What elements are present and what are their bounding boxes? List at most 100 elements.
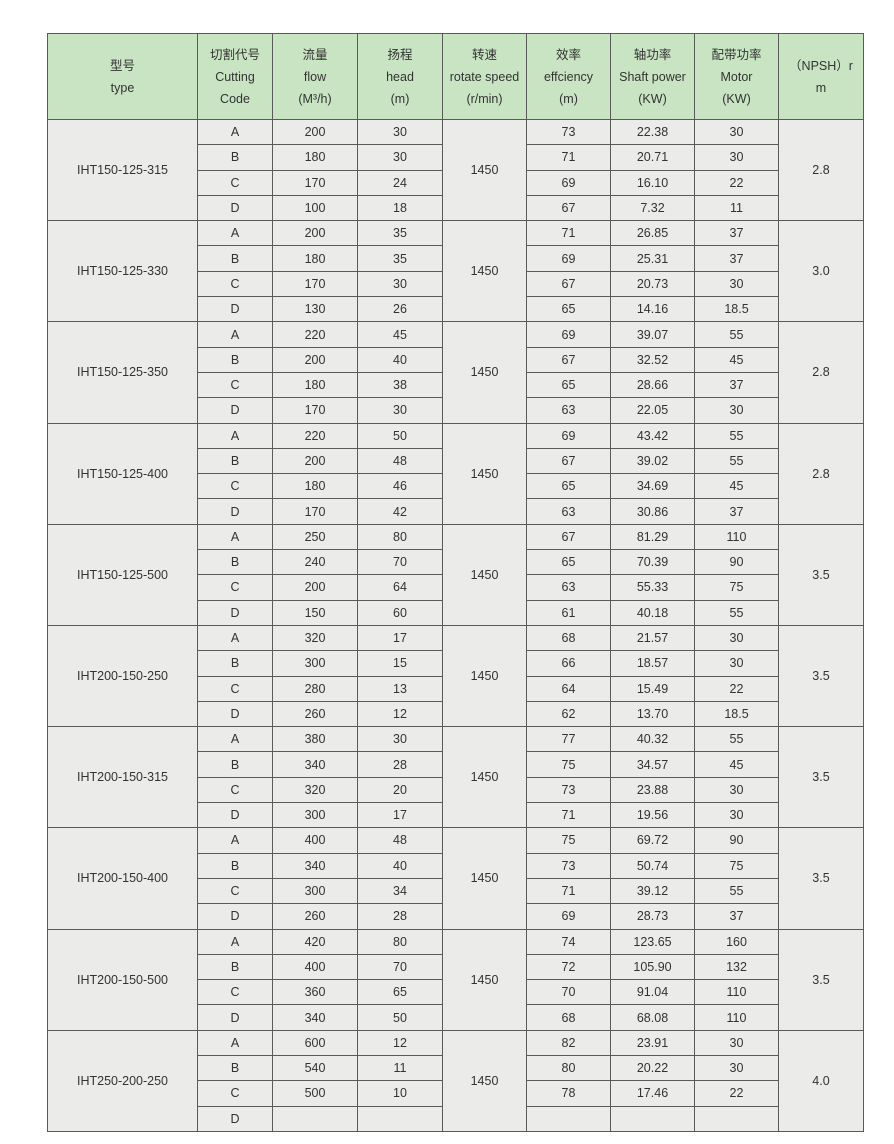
efficiency-cell: 61 [526, 599, 611, 626]
efficiency-cell: 67 [526, 194, 611, 222]
rotate-speed-cell: 1450 [442, 118, 527, 222]
header-text: 轴功率 [633, 47, 672, 62]
head-cell: 30 [357, 397, 443, 424]
head-cell: 80 [357, 523, 443, 551]
header-text: 型号 [109, 58, 135, 73]
flow-cell: 300 [272, 650, 358, 677]
efficiency-cell: 80 [526, 1054, 611, 1082]
header-type: 型号 type [47, 33, 198, 120]
model-cell: IHT250-200-250 [47, 1029, 198, 1132]
header-text: 配带功率 [711, 47, 762, 62]
motor-cell: 30 [694, 624, 779, 652]
model-cell: IHT150-125-350 [47, 321, 198, 424]
head-cell: 50 [357, 1004, 443, 1031]
flow-cell: 240 [272, 549, 358, 576]
model-cell: IHT200-150-315 [47, 726, 198, 829]
npsh-cell: 3.5 [778, 726, 864, 829]
cutting-code-cell: D [197, 498, 273, 525]
motor-cell: 30 [694, 270, 779, 298]
flow-cell: 300 [272, 877, 358, 905]
shaft-power-cell: 34.57 [610, 751, 695, 778]
cutting-code-cell: D [197, 700, 273, 728]
table-row: B 180 35 69 25.31 37 [48, 245, 864, 272]
flow-cell: 200 [272, 346, 358, 373]
motor-cell: 110 [694, 979, 779, 1006]
shaft-power-cell: 91.04 [610, 979, 695, 1006]
head-cell: 60 [357, 599, 443, 626]
flow-cell: 200 [272, 118, 358, 146]
header-text: m [815, 80, 827, 95]
head-cell: 42 [357, 498, 443, 525]
shaft-power-cell: 68.08 [610, 1004, 695, 1031]
efficiency-cell: 78 [526, 1080, 611, 1107]
table-row: IHT200-150-315 A 380 30 1450 77 40.32 55 3.5 [47, 726, 864, 829]
table-row: D 100 18 67 7.32 11 [48, 194, 864, 222]
table-row: IHT200-150-400 A 400 48 1450 75 69.72 90 3.5 [47, 827, 864, 930]
rotate-speed-cell: 1450 [442, 523, 527, 626]
model-cell: IHT150-125-400 [47, 422, 198, 525]
cutting-code-cell: C [197, 371, 273, 399]
cutting-code-cell: D [197, 296, 273, 323]
efficiency-cell: 63 [526, 498, 611, 525]
flow-cell: 340 [272, 751, 358, 778]
motor-cell: 30 [694, 650, 779, 677]
flow-cell: 340 [272, 852, 358, 879]
header-text: (m) [390, 91, 410, 106]
shaft-power-cell: 21.57 [610, 624, 695, 652]
table-row: B 200 40 67 32.52 45 [48, 346, 864, 373]
npsh-cell: 3.5 [778, 624, 864, 728]
shaft-power-cell: 39.12 [610, 877, 695, 905]
cutting-code-cell: B [197, 346, 273, 373]
flow-cell: 170 [272, 270, 358, 298]
cutting-code-cell: D [197, 1004, 273, 1031]
cutting-code-cell: A [197, 422, 273, 449]
table-row: B 540 11 80 20.22 30 [48, 1054, 864, 1082]
flow-cell: 170 [272, 169, 358, 196]
npsh-cell: 3.5 [778, 523, 864, 626]
motor-cell: 55 [694, 599, 779, 626]
shaft-power-cell: 39.02 [610, 447, 695, 475]
rotate-speed-cell: 1450 [442, 1029, 527, 1132]
table-row: IHT150-125-400 A 220 50 1450 69 43.42 55 2.8 [47, 422, 864, 525]
table-row: B 300 15 66 18.57 30 [48, 650, 864, 677]
head-cell: 20 [357, 776, 443, 804]
cutting-code-cell: C [197, 877, 273, 905]
cutting-code-cell: A [197, 220, 273, 247]
table-row: IHT150-125-500 A 250 80 1450 67 81.29 110 3.5 [47, 523, 864, 626]
head-cell: 70 [357, 953, 443, 981]
table-row: C 360 65 70 91.04 110 [48, 979, 864, 1006]
cutting-code-cell: B [197, 852, 273, 879]
table-row: D 260 28 69 28.73 37 [48, 903, 864, 930]
table-row: IHT150-125-350 A 220 45 1450 69 39.07 55 2.8 [47, 321, 864, 424]
cutting-code-cell: A [197, 321, 273, 348]
rotate-speed-cell: 1450 [442, 220, 527, 323]
efficiency-cell: 66 [526, 650, 611, 677]
table-row: B 180 30 71 20.71 30 [48, 144, 864, 171]
cutting-code-cell: C [197, 675, 273, 702]
table-row: B 340 28 75 34.57 45 [48, 751, 864, 778]
shaft-power-cell: 40.18 [610, 599, 695, 626]
shaft-power-cell: 26.85 [610, 220, 695, 247]
rotate-speed-cell: 1450 [442, 624, 527, 728]
model-cell: IHT150-125-330 [47, 220, 198, 323]
head-cell: 30 [357, 118, 443, 146]
efficiency-cell: 68 [526, 624, 611, 652]
cutting-code-cell: A [197, 726, 273, 753]
npsh-cell: 3.5 [778, 928, 864, 1031]
shaft-power-cell: 23.91 [610, 1029, 695, 1056]
shaft-power-cell: 70.39 [610, 549, 695, 576]
efficiency-cell: 82 [526, 1029, 611, 1056]
efficiency-cell: 65 [526, 296, 611, 323]
header-text: (m) [559, 91, 578, 106]
efficiency-cell: 69 [526, 169, 611, 196]
motor-cell: 55 [694, 877, 779, 905]
flow-cell: 180 [272, 144, 358, 171]
efficiency-cell: 68 [526, 1004, 611, 1031]
efficiency-cell: 75 [526, 751, 611, 778]
efficiency-cell: 73 [526, 118, 611, 146]
flow-cell: 320 [272, 776, 358, 804]
header-text: (M³/h) [298, 91, 332, 106]
cutting-code-cell: A [197, 1029, 273, 1056]
shaft-power-cell: 15.49 [610, 675, 695, 702]
motor-cell: 55 [694, 422, 779, 449]
